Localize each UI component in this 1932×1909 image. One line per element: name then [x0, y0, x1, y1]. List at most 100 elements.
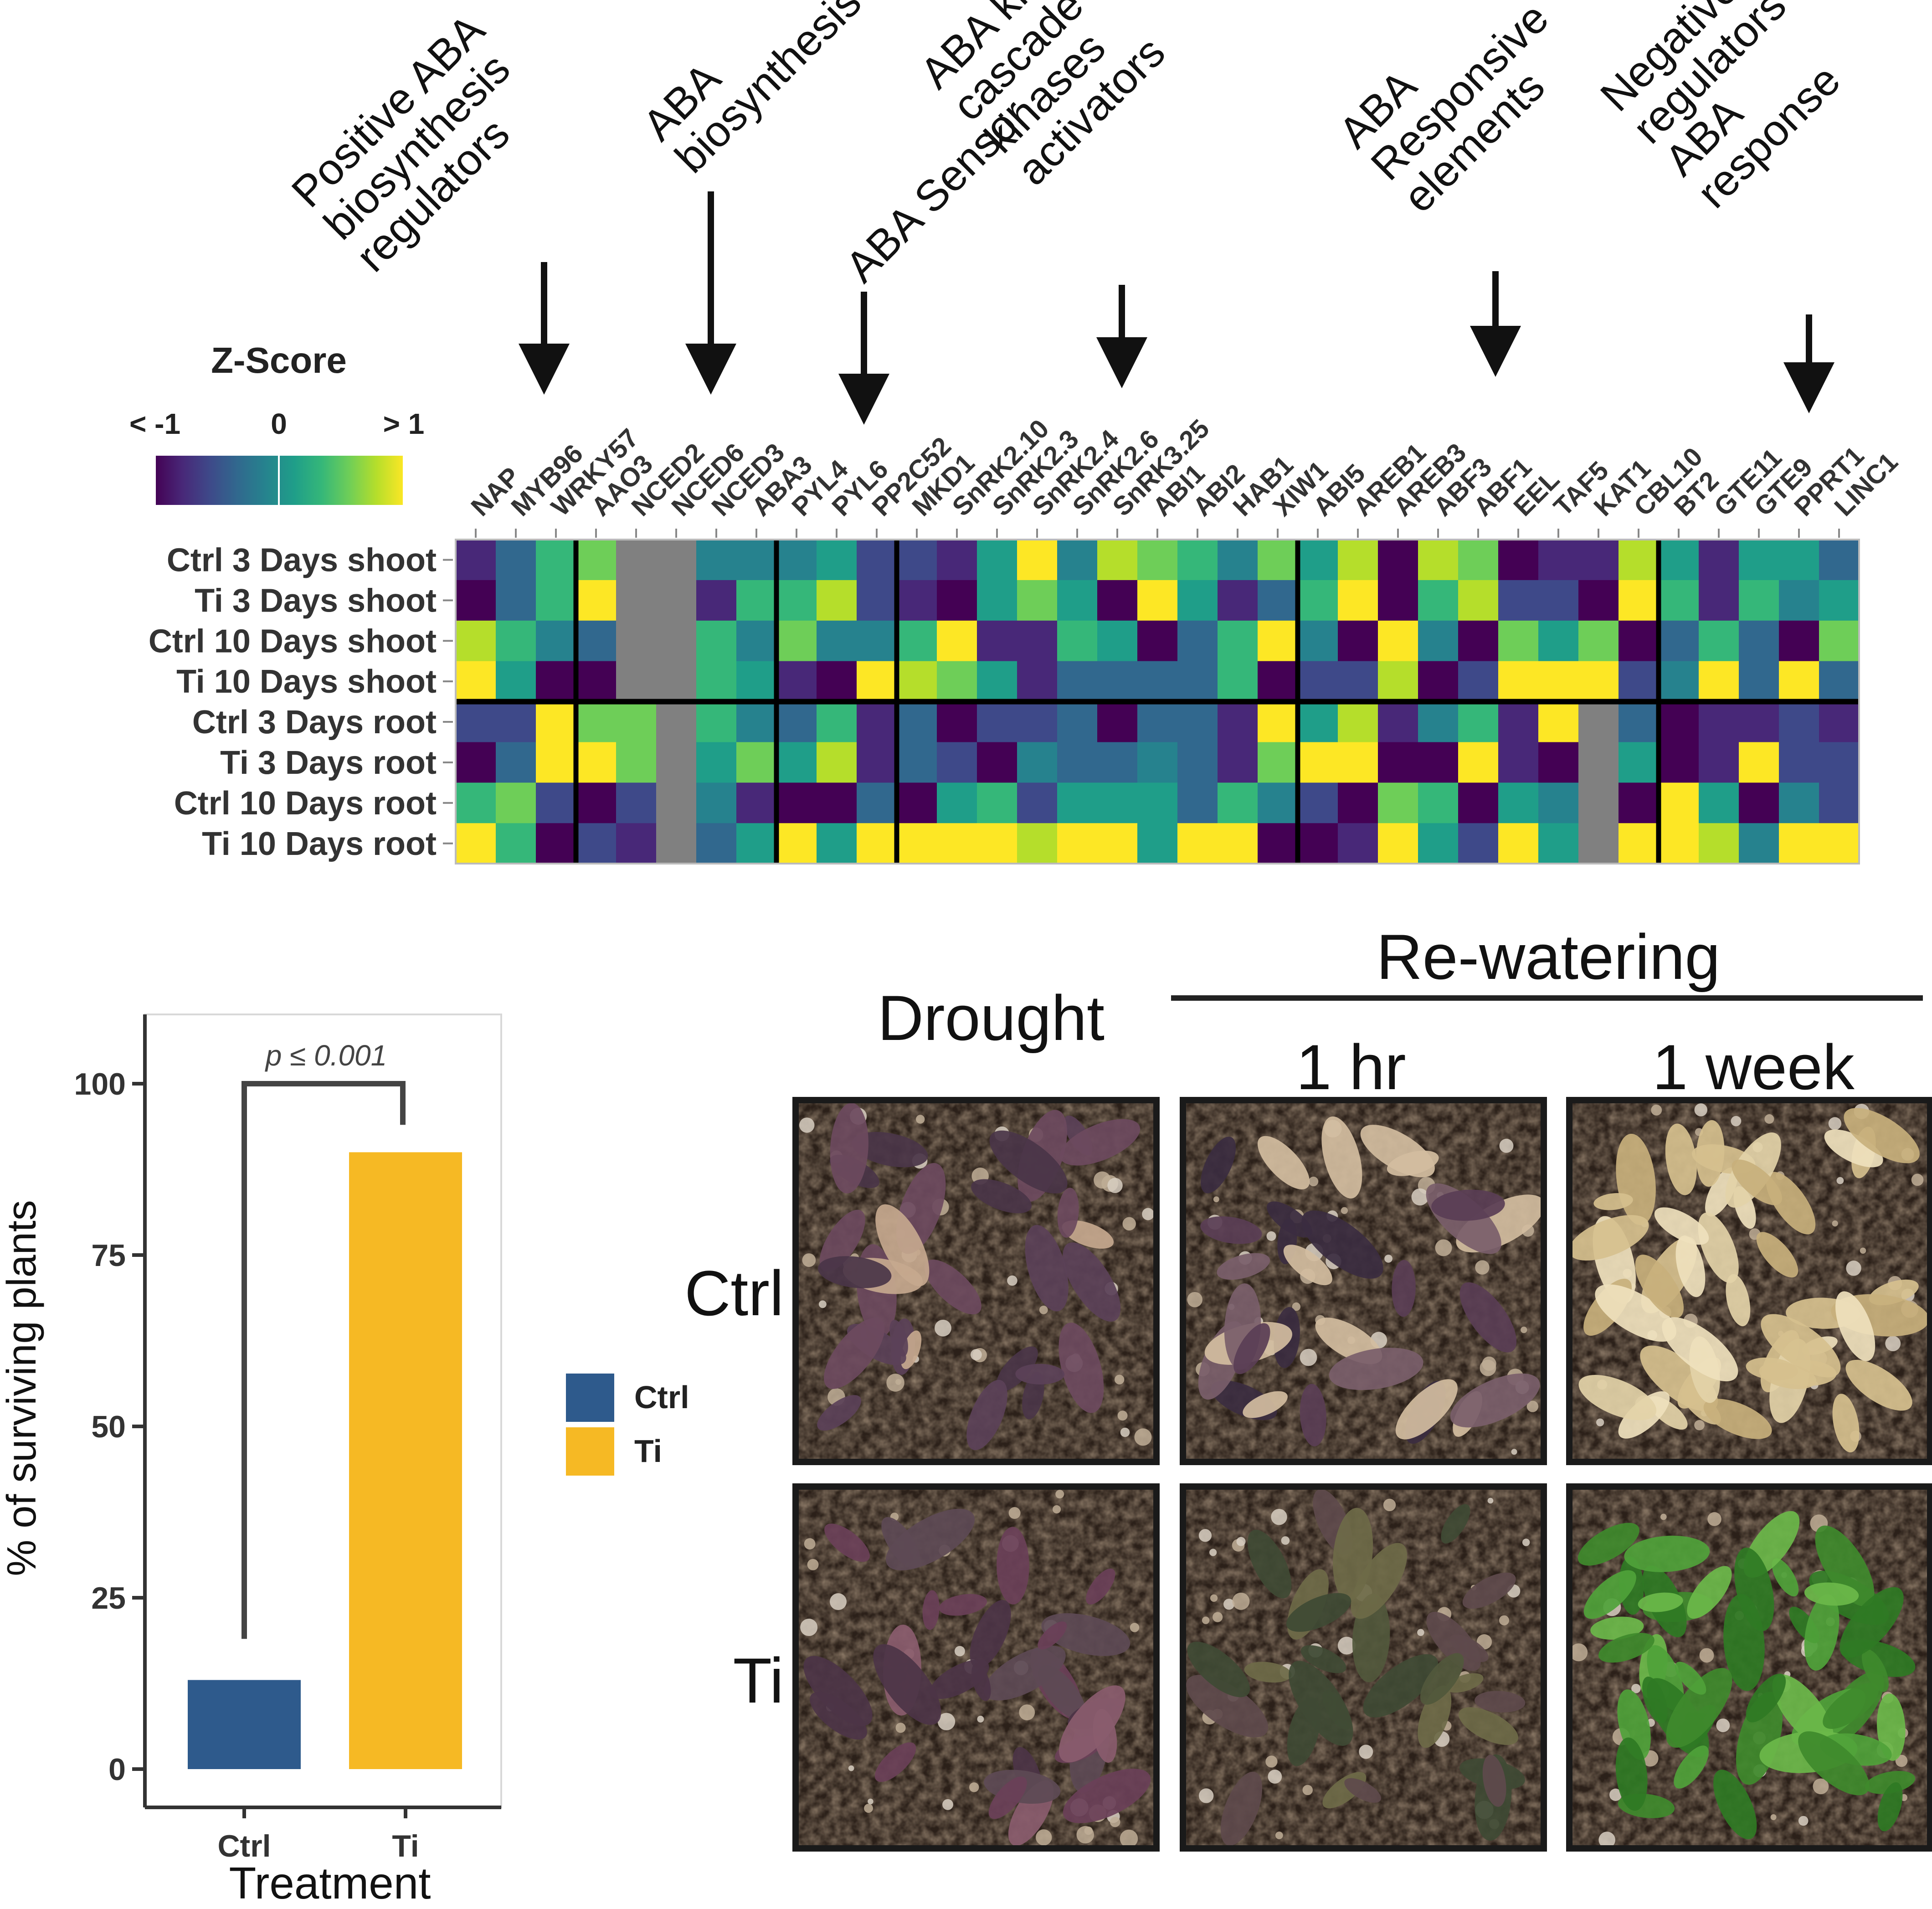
leaf-shape [1201, 1137, 1236, 1194]
heatmap-cell [977, 782, 1017, 823]
heatmap-cell [536, 540, 576, 581]
photo-pebble [1210, 1594, 1218, 1602]
heatmap-cell [1057, 823, 1098, 864]
category-label: ABAResponsiveelements [1330, 0, 1590, 222]
x-axis-ticks: Ctrl Ti [217, 1807, 419, 1863]
heatmap-cell [1218, 620, 1258, 662]
heatmap-cell [857, 782, 897, 823]
heatmap-cell [1218, 823, 1258, 864]
photo-pebble [1266, 1231, 1276, 1241]
leaf-shape [1321, 1116, 1362, 1199]
heatmap-cell [456, 580, 496, 621]
heatmap-cell [1017, 540, 1058, 581]
heatmap-cell [1218, 540, 1258, 581]
photo-row-label: Ti [733, 1645, 784, 1716]
heatmap-cell [897, 782, 937, 823]
heatmap-cell [1218, 661, 1258, 702]
heatmap-cell [1017, 742, 1058, 783]
heatmap-cell [1097, 620, 1138, 662]
leaf-shape [1703, 1399, 1772, 1439]
heatmap-cell [1298, 823, 1338, 864]
y-tick-label: 50 [91, 1410, 126, 1444]
heatmap-cell [1258, 540, 1298, 581]
heatmap-cell [1258, 661, 1298, 702]
photo-tray-rim [1566, 1483, 1932, 1852]
heatmap-cell [1538, 580, 1579, 621]
photo-pebble [1134, 1428, 1152, 1446]
heatmap-cell [1659, 620, 1699, 662]
heatmap-cell [776, 661, 817, 702]
leaf-shape [1186, 1675, 1269, 1738]
heatmap-cell [1498, 742, 1539, 783]
heatmap-cell [1739, 823, 1779, 864]
heatmap-cell [576, 782, 617, 823]
heatmap-cell [1699, 701, 1739, 742]
row-label: Ctrl 10 Days root [174, 785, 437, 822]
leaf-shape [886, 1508, 975, 1570]
photo-pebble [1813, 1778, 1829, 1795]
heatmap-cell [1819, 742, 1860, 783]
heatmap-cell [1498, 620, 1539, 662]
heatmap-cell [1538, 742, 1579, 783]
photo-pebble [1521, 1326, 1527, 1333]
leaf-shape [875, 1204, 930, 1286]
leaf-shape [817, 1395, 862, 1431]
heatmap-cell [576, 742, 617, 783]
heatmap-cell [1619, 701, 1659, 742]
heatmap-cell [977, 580, 1017, 621]
heatmap-cell [1218, 701, 1258, 742]
leaf-shape [1642, 1677, 1668, 1724]
heatmap-cell [1017, 782, 1058, 823]
heatmap-cell [1177, 782, 1218, 823]
heatmap-cell [1578, 823, 1619, 864]
photo-pebble [1076, 1826, 1094, 1844]
photo-pebble [1411, 1188, 1429, 1206]
photo-tray-rim [792, 1483, 1160, 1852]
heatmap-cell [536, 823, 576, 864]
leaf-shape [1654, 1207, 1709, 1245]
leaf-shape [1823, 1683, 1879, 1729]
heatmap-cell [1458, 701, 1499, 742]
leaf-shape [1687, 1566, 1732, 1619]
photo-pebble [1019, 1704, 1035, 1720]
heatmap-cell [1458, 823, 1499, 864]
heatmap-cell [736, 620, 777, 662]
photo-pebble [1860, 1247, 1866, 1254]
heatmap-cell [1418, 580, 1459, 621]
heatmap-cell [937, 540, 977, 581]
heatmap-cell [616, 661, 657, 702]
bars [188, 1152, 462, 1769]
leaf-shape [1756, 1232, 1798, 1278]
leaf-shape [1666, 1668, 1732, 1748]
photo-pebble [1213, 1196, 1219, 1203]
heatmap-cell [616, 620, 657, 662]
heatmap-cell [536, 782, 576, 823]
heatmap-cell [656, 701, 697, 742]
heatmap-cell [456, 782, 496, 823]
heatmap-cell [1819, 823, 1860, 864]
leaf-shape [1598, 1633, 1655, 1663]
heatmap-cell [536, 620, 576, 662]
leaf-shape [1060, 1119, 1141, 1166]
leaf-shape [818, 1256, 892, 1288]
leaf-shape [1568, 1215, 1649, 1261]
heatmap-cell [937, 620, 977, 662]
heatmap-cell [937, 701, 977, 742]
heatmap-cell [1258, 823, 1298, 864]
photo-pebble [1202, 1616, 1210, 1624]
heatmap-cell [1739, 701, 1779, 742]
photo-pebble [1435, 1239, 1452, 1256]
heatmap-cell [1418, 782, 1459, 823]
heatmap-cell [1137, 580, 1178, 621]
heatmap-cell [1498, 823, 1539, 864]
photo-pebble [1598, 1832, 1616, 1848]
photo-pebble [1115, 1374, 1125, 1384]
heatmap-cell [1699, 620, 1739, 662]
legend-label: Ctrl [634, 1379, 689, 1415]
photo-pebble [807, 1559, 819, 1570]
heatmap-cell [1298, 742, 1338, 783]
photo-pebble [830, 1593, 847, 1611]
heatmap-cell [817, 782, 857, 823]
heatmap-cell [1498, 661, 1539, 702]
leaf-shape [1015, 1364, 1065, 1385]
